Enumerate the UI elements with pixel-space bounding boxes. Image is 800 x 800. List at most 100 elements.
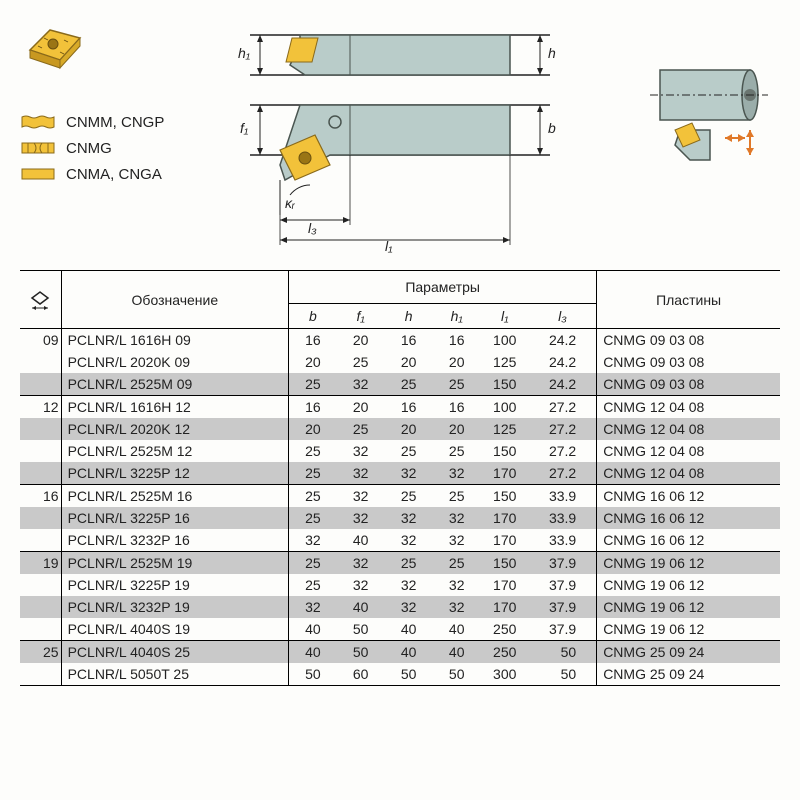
param-col-l1: l₁ — [481, 304, 529, 329]
param-cell-h1: 50 — [433, 663, 481, 686]
param-col-b: b — [289, 304, 337, 329]
param-cell-b: 32 — [289, 596, 337, 618]
param-cell-h1: 32 — [433, 507, 481, 529]
insert-cell: CNMG 19 06 12 — [597, 596, 780, 618]
table-row: PCLNR/L 2020K 092025202012524.2CNMG 09 0… — [20, 351, 780, 373]
designation-cell: PCLNR/L 3232P 16 — [61, 529, 289, 552]
size-cell — [20, 373, 61, 396]
param-cell-b: 25 — [289, 462, 337, 485]
size-cell: 19 — [20, 552, 61, 575]
param-cell-l3: 37.9 — [529, 596, 597, 618]
param-cell-h: 32 — [385, 462, 433, 485]
param-cell-l3: 37.9 — [529, 552, 597, 575]
insert-cell: CNMG 09 03 08 — [597, 351, 780, 373]
param-cell-l1: 170 — [481, 507, 529, 529]
param-cell-h: 25 — [385, 485, 433, 508]
param-cell-h: 25 — [385, 373, 433, 396]
insert-cell: CNMG 16 06 12 — [597, 507, 780, 529]
param-cell-h1: 40 — [433, 641, 481, 664]
size-cell — [20, 507, 61, 529]
size-cell: 25 — [20, 641, 61, 664]
param-cell-l3: 50 — [529, 641, 597, 664]
param-cell-l3: 33.9 — [529, 485, 597, 508]
insert-cell: CNMG 12 04 08 — [597, 418, 780, 440]
param-cell-f1: 25 — [337, 351, 385, 373]
size-cell — [20, 418, 61, 440]
param-cell-l1: 125 — [481, 418, 529, 440]
param-cell-l3: 27.2 — [529, 440, 597, 462]
param-cell-b: 16 — [289, 329, 337, 352]
param-cell-l1: 250 — [481, 618, 529, 641]
label-h1: h₁ — [238, 45, 250, 61]
legend-label: CNMG — [66, 140, 112, 157]
param-cell-b: 40 — [289, 618, 337, 641]
insert-cell: CNMG 16 06 12 — [597, 485, 780, 508]
legend-label: CNMA, CNGA — [66, 166, 162, 183]
label-kr: κᵣ — [285, 195, 295, 211]
label-f1: f₁ — [240, 120, 248, 136]
designation-cell: PCLNR/L 3225P 16 — [61, 507, 289, 529]
param-cell-l1: 170 — [481, 596, 529, 618]
param-cell-b: 20 — [289, 418, 337, 440]
param-cell-h1: 25 — [433, 440, 481, 462]
spec-table: Обозначение Параметры Пластины b f₁ h h₁… — [20, 270, 780, 686]
table-row: 16PCLNR/L 2525M 162532252515033.9CNMG 16… — [20, 485, 780, 508]
insert-cell: CNMG 19 06 12 — [597, 552, 780, 575]
param-cell-f1: 32 — [337, 440, 385, 462]
param-col-f1: f₁ — [337, 304, 385, 329]
param-cell-f1: 50 — [337, 641, 385, 664]
table-row: PCLNR/L 3232P 163240323217033.9CNMG 16 0… — [20, 529, 780, 552]
param-cell-b: 40 — [289, 641, 337, 664]
designation-cell: PCLNR/L 2525M 09 — [61, 373, 289, 396]
table-row: PCLNR/L 2020K 122025202012527.2CNMG 12 0… — [20, 418, 780, 440]
param-cell-l1: 150 — [481, 485, 529, 508]
insert-cell: CNMG 09 03 08 — [597, 329, 780, 352]
param-cell-b: 50 — [289, 663, 337, 686]
size-cell — [20, 462, 61, 485]
param-cell-l1: 170 — [481, 574, 529, 596]
param-cell-h: 16 — [385, 396, 433, 419]
header-inserts: Пластины — [597, 271, 780, 329]
param-cell-h: 40 — [385, 641, 433, 664]
param-cell-h: 40 — [385, 618, 433, 641]
param-cell-h1: 20 — [433, 418, 481, 440]
param-cell-l3: 33.9 — [529, 529, 597, 552]
param-cell-l1: 125 — [481, 351, 529, 373]
param-cell-f1: 20 — [337, 396, 385, 419]
param-cell-f1: 25 — [337, 418, 385, 440]
param-cell-l1: 100 — [481, 329, 529, 352]
insert-cell: CNMG 12 04 08 — [597, 462, 780, 485]
insert-cell: CNMG 19 06 12 — [597, 574, 780, 596]
insert-cell: CNMG 16 06 12 — [597, 529, 780, 552]
table-row: PCLNR/L 3232P 193240323217037.9CNMG 19 0… — [20, 596, 780, 618]
param-cell-b: 25 — [289, 373, 337, 396]
param-cell-l3: 50 — [529, 663, 597, 686]
param-cell-b: 25 — [289, 507, 337, 529]
table-row: 19PCLNR/L 2525M 192532252515037.9CNMG 19… — [20, 552, 780, 575]
param-cell-b: 20 — [289, 351, 337, 373]
legend-row-cnma: CNMA, CNGA — [20, 165, 200, 183]
param-cell-l1: 250 — [481, 641, 529, 664]
param-cell-h: 25 — [385, 440, 433, 462]
param-col-h: h — [385, 304, 433, 329]
param-cell-f1: 32 — [337, 462, 385, 485]
insert-cell: CNMG 09 03 08 — [597, 373, 780, 396]
param-cell-l3: 37.9 — [529, 618, 597, 641]
table-body: 09PCLNR/L 1616H 091620161610024.2CNMG 09… — [20, 329, 780, 686]
insert-3d-icon — [20, 20, 90, 80]
param-cell-l3: 27.2 — [529, 418, 597, 440]
size-cell — [20, 663, 61, 686]
table-row: PCLNR/L 3225P 192532323217037.9CNMG 19 0… — [20, 574, 780, 596]
size-cell: 09 — [20, 329, 61, 352]
param-cell-f1: 32 — [337, 574, 385, 596]
legend-label: CNMM, CNGP — [66, 114, 164, 131]
table-row: PCLNR/L 3225P 162532323217033.9CNMG 16 0… — [20, 507, 780, 529]
param-cell-h1: 32 — [433, 574, 481, 596]
param-cell-f1: 32 — [337, 485, 385, 508]
table-row: PCLNR/L 4040S 194050404025037.9CNMG 19 0… — [20, 618, 780, 641]
param-cell-f1: 60 — [337, 663, 385, 686]
designation-cell: PCLNR/L 3232P 19 — [61, 596, 289, 618]
param-cell-h: 32 — [385, 596, 433, 618]
designation-cell: PCLNR/L 2020K 09 — [61, 351, 289, 373]
param-cell-f1: 32 — [337, 552, 385, 575]
